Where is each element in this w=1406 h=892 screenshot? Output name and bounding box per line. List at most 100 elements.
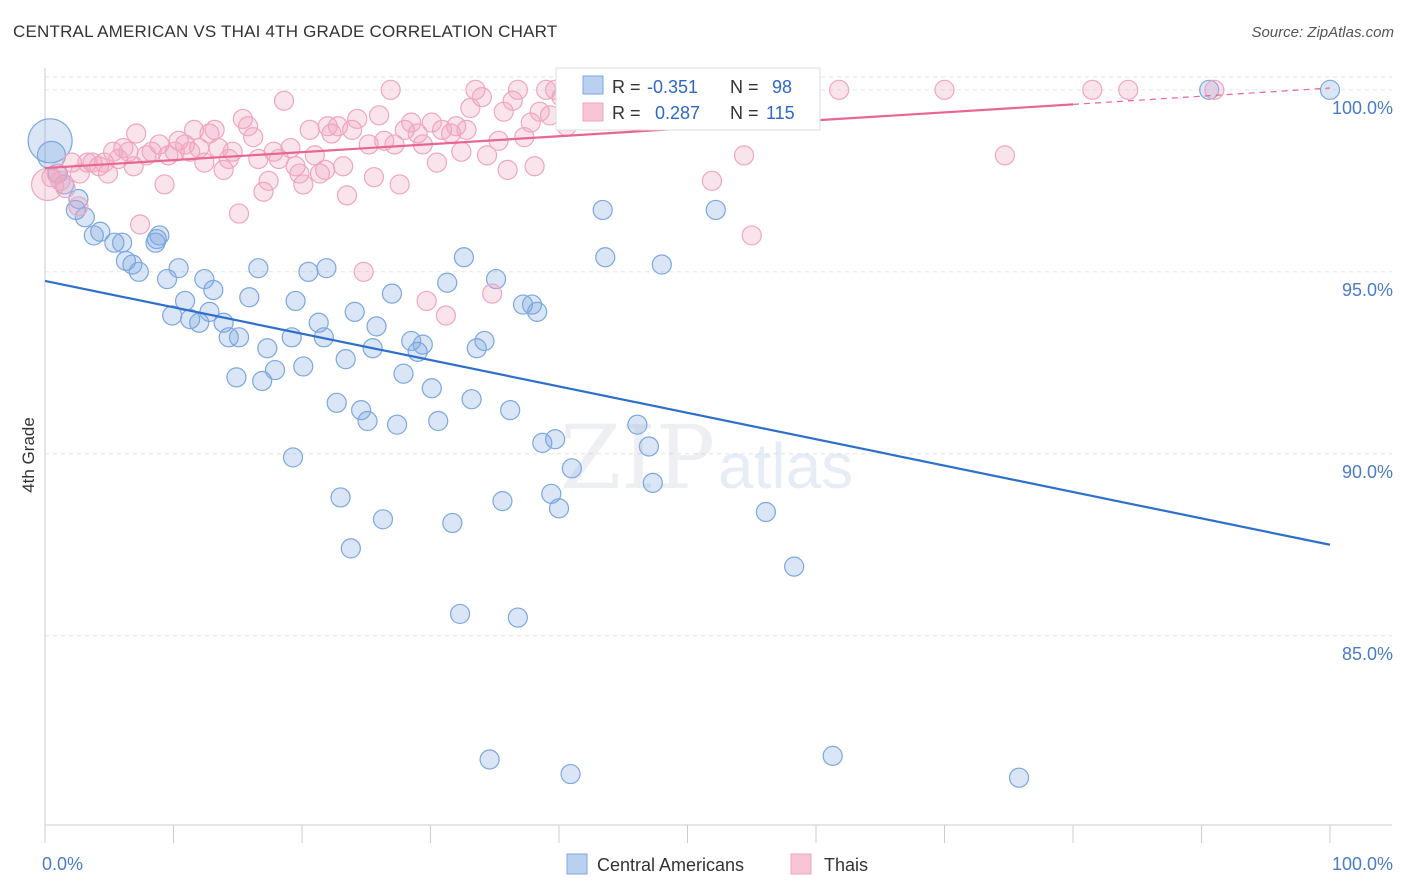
central-americans-point-66 [466,338,487,359]
central-americans-point-39 [298,261,319,282]
thais-point-114 [1204,79,1225,100]
thais-point-29 [183,119,205,140]
central-americans-point-8 [90,221,111,242]
thais-point-76 [421,112,442,133]
central-americans-point-72 [507,607,528,628]
thais-point-62 [347,108,368,130]
central-americans-point-84 [627,414,648,435]
stats-legend: R = -0.351 N = 98 R = 0.287 N = 115 [555,67,821,131]
thais-point-77 [426,152,448,173]
thais-point-82 [451,141,472,162]
thais-point-35 [213,159,234,181]
thais-point-6 [68,196,89,217]
thais-point-33 [204,119,225,140]
thais-point-23 [154,174,175,195]
central-americans-point-36 [282,447,304,468]
central-americans-trend-line [44,279,1331,546]
thais-point-66 [369,105,390,126]
thais-point-3 [50,170,71,191]
thais-point-87 [476,145,498,166]
chart-title: CENTRAL AMERICAN VS THAI 4TH GRADE CORRE… [13,22,558,41]
central-americans-point-42 [316,258,337,279]
central-americans-point-91 [822,745,843,766]
stats-swatch-thais [582,102,604,122]
central-americans-point-0 [27,118,73,164]
central-americans-point-27 [218,327,239,348]
central-americans-point-7 [83,225,104,246]
central-americans-point-37 [285,290,306,312]
y-tick-label-2: 95.0% [1342,280,1393,300]
central-americans-point-33 [257,338,278,359]
central-americans-point-30 [239,287,260,308]
central-americans-point-52 [372,509,394,530]
y-tick-label-1: 90.0% [1342,462,1393,482]
central-americans-point-82 [592,199,613,221]
thais-point-31 [194,152,215,173]
central-americans-point-65 [461,389,482,410]
stats-n-value-0: 98 [772,77,792,97]
thais-trend-line [44,103,1074,170]
legend-swatch-central-americans [566,853,588,875]
thais-point-4 [55,178,76,199]
legend-label-central-americans: Central Americans [597,855,744,875]
central-americans-point-29 [228,327,250,348]
x-tick-100: 100.0% [1332,854,1393,874]
central-americans-point-80 [561,458,582,479]
thais-point-61 [342,119,363,140]
thais-point-112 [1082,79,1103,100]
thais-point-110 [934,79,955,100]
thais-point-43 [253,181,274,202]
x-tick-0: 0.0% [42,854,83,874]
central-americans-point-53 [381,283,403,304]
thais-point-111 [994,145,1015,166]
thais-point-86 [471,87,492,108]
thais-point-79 [435,305,457,326]
thais-point-25 [164,141,185,162]
y-tick-labels: 85.0% 90.0% 95.0% 100.0% [1332,98,1393,664]
central-americans-point-67 [474,330,495,352]
central-americans-point-94 [1319,79,1341,100]
central-americans-point-15 [146,228,167,250]
central-americans-point-61 [437,272,458,293]
stats-swatch-central-americans [582,75,604,95]
thais-point-65 [363,167,385,188]
thais-point-70 [389,174,410,195]
central-americans-point-48 [351,400,372,421]
central-americans-point-70 [492,490,513,512]
thais-point-37 [222,141,243,162]
central-americans-point-28 [226,367,247,388]
stats-r-value-1: 0.287 [655,103,700,123]
thais-trend-line-extension [1072,87,1331,105]
central-americans-point-83 [595,247,616,268]
stats-n-label-1: N = [730,103,759,123]
thais-point-83 [456,119,477,140]
thais-point-44 [258,170,279,191]
thais-point-59 [333,156,354,177]
trend-lines [44,87,1331,546]
axes [44,68,1392,843]
thais-point-19 [129,214,151,235]
central-americans-point-86 [642,472,663,493]
central-americans-point-34 [264,359,286,381]
thais-point-45 [263,141,284,162]
central-americans-point-16 [149,225,170,246]
central-americans-point-68 [479,749,500,770]
central-americans-point-56 [401,330,422,352]
thais-point-93 [507,79,528,100]
series-legend: Central Americans Thais [566,853,868,875]
thais-point-91 [497,159,518,181]
thais-point-113 [1118,79,1139,100]
central-americans-point-31 [248,258,269,279]
central-americans-point-85 [638,436,660,457]
legend-swatch-thais [790,853,812,875]
central-americans-point-64 [453,247,475,268]
central-americans-point-62 [442,512,463,534]
thais-point-88 [482,283,503,304]
central-americans-point-87 [651,254,672,275]
thais-point-52 [299,119,320,140]
central-americans-point-78 [545,429,566,450]
thais-point-63 [353,261,374,282]
central-americans-point-11 [115,250,137,271]
thais-point-68 [380,79,401,100]
central-americans-point-19 [168,258,189,279]
